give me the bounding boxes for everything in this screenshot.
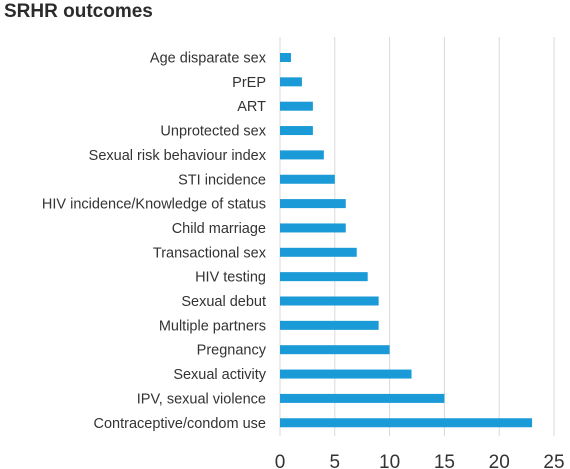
category-label: Multiple partners — [159, 318, 266, 334]
category-label: ART — [237, 99, 266, 115]
category-label: IPV, sexual violence — [137, 391, 266, 407]
category-label: Contraceptive/condom use — [94, 416, 267, 432]
bar — [280, 272, 368, 282]
category-label: STI incidence — [178, 172, 266, 188]
chart-title: SRHR outcomes — [4, 1, 153, 22]
bar — [280, 199, 346, 209]
x-tick-label: 20 — [489, 452, 510, 469]
bar — [280, 223, 346, 233]
category-label: Pregnancy — [197, 343, 267, 359]
bar — [280, 77, 302, 87]
bar — [280, 247, 357, 257]
x-tick-label: 0 — [275, 452, 286, 469]
category-label: Sexual debut — [181, 294, 266, 310]
x-tick-label: 5 — [330, 452, 341, 469]
bar — [280, 393, 445, 403]
gridlines — [279, 37, 555, 436]
x-tick-label: 10 — [379, 452, 400, 469]
x-tick-label: 15 — [434, 452, 455, 469]
category-label: Sexual risk behaviour index — [89, 148, 267, 164]
category-label: Child marriage — [172, 221, 266, 237]
category-label: HIV testing — [195, 270, 266, 286]
category-label: Age disparate sex — [150, 51, 267, 67]
bar — [280, 296, 379, 306]
category-labels: Age disparate sex PrEP ART Unprotected sex S… — [42, 51, 267, 432]
bar — [280, 320, 379, 330]
bar — [280, 53, 291, 62]
x-tick-labels: 0 5 10 15 20 25 — [275, 452, 565, 469]
bar — [280, 418, 533, 428]
bar — [280, 126, 313, 136]
bar — [280, 369, 412, 379]
category-label: Transactional sex — [153, 245, 267, 261]
bar — [280, 345, 390, 355]
bars — [280, 53, 533, 428]
x-tick-label: 25 — [543, 452, 564, 469]
category-label: Sexual activity — [173, 367, 266, 383]
category-label: HIV incidence/Knowledge of status — [42, 197, 266, 213]
bar — [280, 101, 313, 111]
bar — [280, 174, 335, 184]
bar — [280, 150, 324, 160]
category-label: Unprotected sex — [160, 124, 266, 140]
category-label: PrEP — [232, 75, 266, 91]
